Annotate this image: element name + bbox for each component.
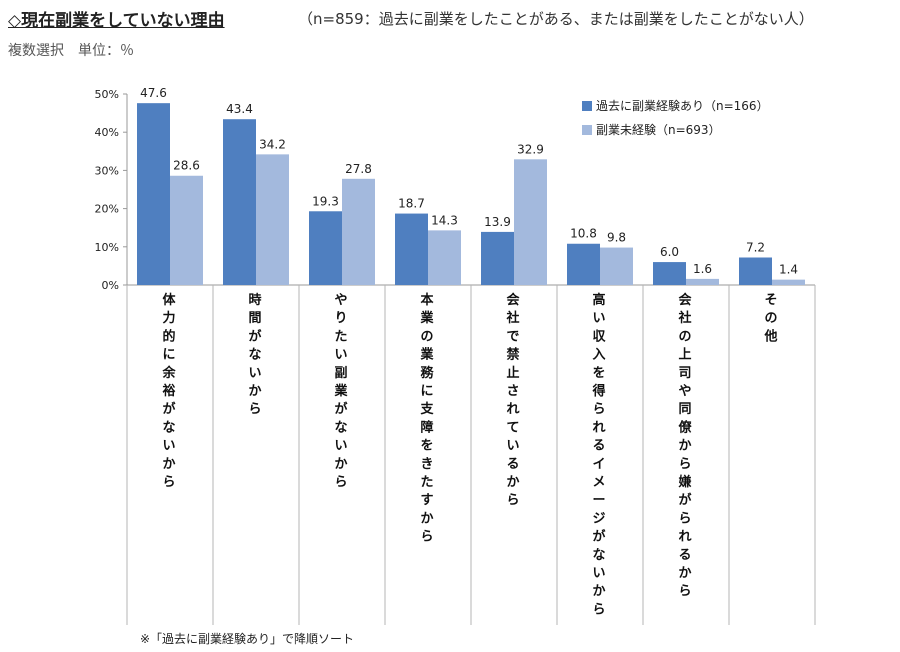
data-label: 6.0 bbox=[660, 245, 679, 259]
bar bbox=[170, 175, 203, 285]
data-label: 19.3 bbox=[312, 194, 339, 208]
bar bbox=[137, 103, 170, 285]
unit-label: 複数選択 単位：％ bbox=[8, 43, 134, 59]
category-label: その他 bbox=[763, 293, 777, 344]
legend-label: 副業未経験（n=693） bbox=[596, 122, 721, 137]
bar bbox=[567, 243, 600, 285]
bar bbox=[428, 230, 461, 285]
footnote: ※「過去に副業経験あり」で降順ソート bbox=[140, 632, 355, 646]
data-labels: 47.6 28.6 43.4 34.2 19.3 27.8 18.7 14.3 13.9 32.9… bbox=[140, 86, 798, 276]
data-label: 28.6 bbox=[173, 159, 200, 173]
bar bbox=[223, 119, 256, 285]
data-label: 32.9 bbox=[517, 142, 544, 156]
y-tick-label: 50% bbox=[95, 88, 119, 101]
bar bbox=[739, 257, 772, 285]
bar bbox=[395, 213, 428, 285]
category-label: やりたい副業がないから bbox=[333, 293, 348, 490]
data-label: 34.2 bbox=[259, 137, 286, 151]
bar bbox=[600, 247, 633, 285]
y-tick-label: 0% bbox=[102, 279, 119, 292]
legend-swatch bbox=[582, 125, 592, 135]
category-label: 会社で禁止されているから bbox=[505, 292, 520, 508]
y-tick-label: 30% bbox=[95, 164, 119, 177]
data-label: 18.7 bbox=[398, 197, 425, 211]
category-labels: 体力的に余裕がないから 時間がないから やりたい副業がないから 本業の業務に支障をきた… bbox=[161, 292, 777, 617]
data-label: 9.8 bbox=[607, 231, 626, 245]
legend-swatch bbox=[582, 101, 592, 111]
data-label: 10.8 bbox=[570, 227, 597, 241]
legend-label: 過去に副業経験あり（n=166） bbox=[596, 98, 769, 113]
y-tick-label: 10% bbox=[95, 241, 119, 254]
bars bbox=[137, 103, 805, 285]
y-tick-label: 40% bbox=[95, 126, 119, 139]
category-label: 会社の上司や同僚から嫌がられるから bbox=[677, 292, 692, 599]
category-label: 体力的に余裕がないから bbox=[161, 292, 176, 490]
bar bbox=[686, 278, 719, 285]
data-label: 14.3 bbox=[431, 213, 458, 227]
data-label: 1.6 bbox=[693, 262, 712, 276]
data-label: 7.2 bbox=[746, 240, 765, 254]
bar bbox=[481, 231, 514, 285]
data-label: 1.4 bbox=[779, 263, 798, 277]
bar bbox=[256, 154, 289, 285]
y-tick-label: 20% bbox=[95, 203, 119, 216]
data-label: 47.6 bbox=[140, 86, 167, 100]
bar bbox=[514, 159, 547, 285]
chart-subtitle: （n=859：過去に副業をしたことがある、または副業をしたことがない人） bbox=[298, 10, 814, 28]
axes: 0% 10% 20% 30% 40% 50% bbox=[95, 88, 816, 625]
data-label: 27.8 bbox=[345, 162, 372, 176]
bar bbox=[772, 279, 805, 285]
bar bbox=[653, 262, 686, 285]
category-label: 高い収入を得られるイメージがないから bbox=[591, 292, 606, 617]
legend: 過去に副業経験あり（n=166） 副業未経験（n=693） bbox=[582, 98, 769, 137]
category-label: 本業の業務に支障をきたすから bbox=[419, 292, 434, 545]
chart-title: ◇現在副業をしていない理由 bbox=[8, 11, 225, 31]
data-label: 13.9 bbox=[484, 215, 511, 229]
bar bbox=[342, 178, 375, 285]
category-label: 時間がないから bbox=[248, 292, 261, 417]
data-label: 43.4 bbox=[226, 102, 253, 116]
bar bbox=[309, 211, 342, 285]
